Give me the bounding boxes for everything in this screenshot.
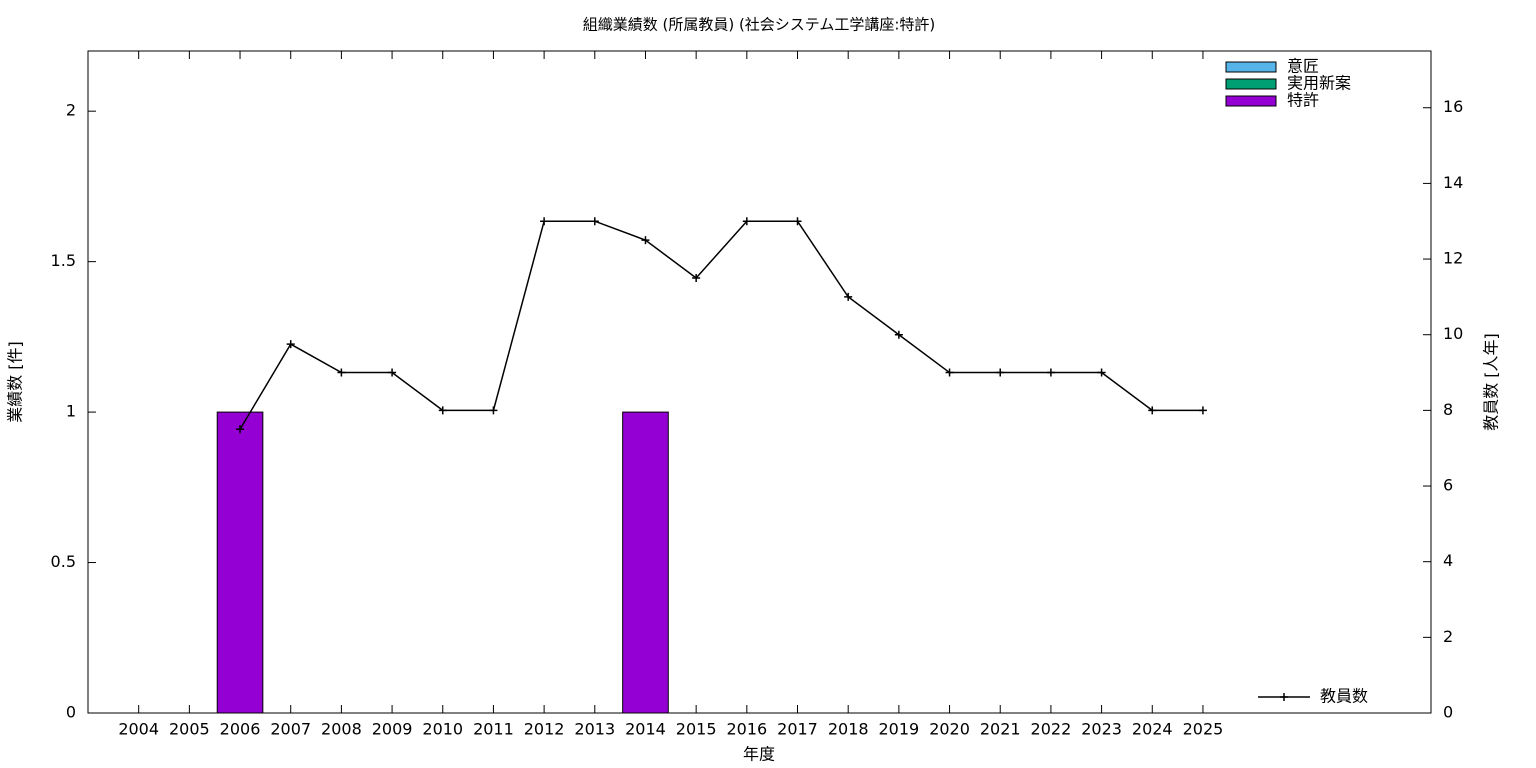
point-marker bbox=[894, 330, 903, 339]
x-tick-label: 2018 bbox=[828, 720, 869, 739]
x-tick-label: 2020 bbox=[929, 720, 970, 739]
y-tick-label: 1.5 bbox=[51, 251, 76, 270]
point-marker bbox=[388, 368, 397, 377]
point-marker bbox=[1046, 368, 1055, 377]
point-marker bbox=[540, 217, 549, 226]
y-tick-label: 1 bbox=[66, 402, 76, 421]
legend-label: 教員数 bbox=[1320, 687, 1368, 706]
legend-label: 特許 bbox=[1287, 91, 1319, 110]
y2-tick-label: 14 bbox=[1443, 173, 1463, 192]
x-tick-label: 2008 bbox=[321, 720, 362, 739]
x-tick-label: 2013 bbox=[574, 720, 615, 739]
point-marker bbox=[590, 217, 599, 226]
point-marker bbox=[438, 406, 447, 415]
point-marker bbox=[286, 340, 295, 349]
y2-tick-label: 8 bbox=[1443, 400, 1453, 419]
legend-swatch bbox=[1225, 61, 1277, 73]
point-marker bbox=[1198, 406, 1207, 415]
y2-tick-label: 4 bbox=[1443, 551, 1453, 570]
point-marker bbox=[1148, 406, 1157, 415]
legend-label: 意匠 bbox=[1287, 57, 1319, 76]
y2-tick-label: 2 bbox=[1443, 627, 1453, 646]
x-tick-label: 2023 bbox=[1081, 720, 1122, 739]
y2-tick-label: 16 bbox=[1443, 97, 1463, 116]
y2-tick-label: 10 bbox=[1443, 324, 1463, 343]
y2-tick-label: 6 bbox=[1443, 476, 1453, 495]
y2-tick-label: 12 bbox=[1443, 249, 1463, 268]
chart-title: 組織業績数 (所属教員) (社会システム工学講座:特許) bbox=[583, 16, 936, 34]
y2-axis-label: 教員数 [人年] bbox=[1482, 333, 1501, 431]
legend-swatch bbox=[1225, 78, 1277, 90]
legend-label: 実用新案 bbox=[1287, 74, 1351, 93]
x-tick-label: 2017 bbox=[777, 720, 818, 739]
x-tick-label: 2021 bbox=[980, 720, 1021, 739]
x-tick-label: 2007 bbox=[270, 720, 311, 739]
point-marker bbox=[945, 368, 954, 377]
x-tick-label: 2019 bbox=[879, 720, 920, 739]
point-marker bbox=[742, 217, 751, 226]
x-tick-label: 2014 bbox=[625, 720, 666, 739]
point-marker bbox=[844, 292, 853, 301]
point-marker bbox=[1097, 368, 1106, 377]
bar bbox=[216, 411, 264, 714]
legend-marker bbox=[1280, 693, 1288, 701]
x-tick-label: 2009 bbox=[372, 720, 413, 739]
point-marker bbox=[692, 273, 701, 282]
point-marker bbox=[996, 368, 1005, 377]
y-tick-label: 2 bbox=[66, 101, 76, 120]
point-marker bbox=[641, 236, 650, 245]
point-marker bbox=[236, 425, 245, 434]
legend-swatch bbox=[1225, 95, 1277, 107]
y-tick-label: 0.5 bbox=[51, 552, 76, 571]
point-marker bbox=[337, 368, 346, 377]
x-axis-label: 年度 bbox=[743, 745, 775, 764]
plot-frame bbox=[87, 50, 1432, 714]
bar bbox=[622, 411, 669, 714]
point-marker bbox=[489, 406, 498, 415]
y2-tick-label: 0 bbox=[1443, 703, 1453, 722]
x-tick-label: 2005 bbox=[169, 720, 210, 739]
x-tick-label: 2022 bbox=[1031, 720, 1072, 739]
y-axis-label: 業績数 [件] bbox=[6, 341, 25, 423]
x-tick-label: 2012 bbox=[524, 720, 565, 739]
x-tick-label: 2016 bbox=[726, 720, 767, 739]
x-tick-label: 2006 bbox=[220, 720, 261, 739]
x-tick-label: 2025 bbox=[1183, 720, 1224, 739]
x-tick-label: 2024 bbox=[1132, 720, 1173, 739]
x-tick-label: 2015 bbox=[676, 720, 717, 739]
x-tick-label: 2011 bbox=[473, 720, 514, 739]
y-tick-label: 0 bbox=[66, 703, 76, 722]
x-tick-label: 2010 bbox=[422, 720, 463, 739]
x-tick-label: 2004 bbox=[118, 720, 159, 739]
point-marker bbox=[793, 217, 802, 226]
line bbox=[239, 220, 1203, 430]
